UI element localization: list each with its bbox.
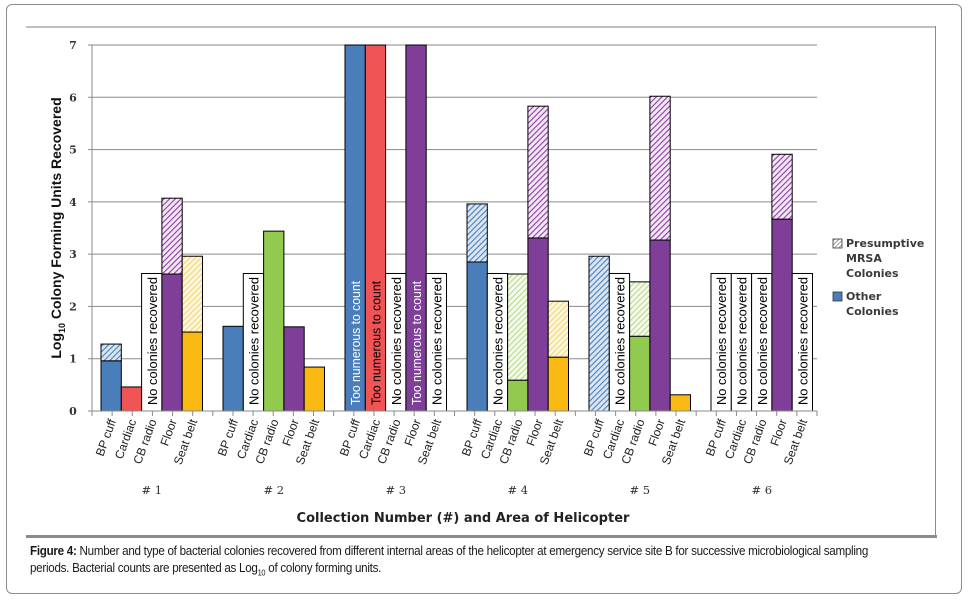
bar-annotation-no-colonies: No colonies recovered [389,277,404,405]
chart-frame-bottom-border [26,535,937,538]
group-label: # 6 [751,483,772,497]
group-label: # 4 [507,483,528,497]
legend-label-other: Other [846,290,882,303]
y-tick-label: 1 [69,353,77,366]
bar-mrsa-colonies [629,281,651,337]
bar-other-colonies [303,366,326,412]
x-category-label: Floor [645,417,668,447]
bar-annotation-no-colonies: No colonies recovered [755,277,770,405]
figure-caption: Figure 4: Number and type of bacterial c… [30,543,886,582]
bar-annotation-too-numerous: Too numerous to count [409,281,424,405]
bar-annotation-too-numerous: Too numerous to count [348,281,363,405]
bar-mrsa-colonies [507,273,529,381]
legend-swatch-hatched [832,238,843,249]
bar-annotation-no-colonies: No colonies recovered [145,277,160,405]
group-label: # 3 [385,483,406,497]
bar-other-colonies [100,360,122,412]
bar-other-colonies [507,379,529,412]
bar-other-colonies [263,230,285,412]
legend-label-other: Colonies [846,305,899,318]
group-label: # 2 [263,483,284,497]
group-label: # 1 [141,483,162,497]
y-tick-label: 3 [69,248,77,261]
bar-mrsa-colonies [466,203,488,263]
bar-other-colonies [547,356,570,412]
bar-other-colonies [466,261,488,412]
bar-other-colonies [120,386,143,412]
bar-mrsa-colonies [771,153,793,220]
bar-mrsa-colonies [588,255,610,412]
bar-mrsa-colonies [161,197,183,275]
bar-other-colonies [181,331,203,412]
bar-mrsa-colonies [100,343,122,362]
legend-swatch-solid [832,291,843,302]
y-tick-label: 5 [69,144,77,157]
bar-annotation-no-colonies: No colonies recovered [246,277,261,405]
x-axis-label: Collection Number (#) and Area of Helico… [297,511,630,526]
legend-label-mrsa: Colonies [846,267,899,280]
bar-other-colonies [527,237,549,412]
y-tick-label: 2 [69,300,77,313]
bar-other-colonies [222,325,244,412]
bar-annotation-no-colonies: No colonies recovered [795,277,810,405]
bar-other-colonies [283,326,305,412]
y-tick-label: 0 [69,405,77,418]
bar-annotation-no-colonies: No colonies recovered [490,277,505,405]
bar-annotation-no-colonies: No colonies recovered [612,277,627,405]
bar-mrsa-colonies [181,255,203,333]
y-tick-label: 6 [69,91,77,104]
y-axis-label: Log10 Colony Forming Units Recovered [48,97,67,358]
bar-mrsa-colonies [649,95,671,241]
bar-mrsa-colonies [547,300,570,358]
y-tick-label: 7 [69,39,77,52]
legend-label-mrsa: Presumptive [846,237,924,250]
bar-annotation-no-colonies: No colonies recovered [429,277,444,405]
bar-other-colonies [771,218,793,412]
caption-text: Number and type of bacterial colonies re… [30,544,869,575]
x-category-label: Floor [279,417,302,447]
bar-annotation-too-numerous: Too numerous to count [368,281,383,405]
chart-frame-right-border [935,26,936,536]
bar-other-colonies [161,273,183,412]
chart-frame-top-border [26,26,936,28]
bar-other-colonies [669,394,692,412]
x-category-label: Floor [767,417,790,447]
bar-other-colonies [629,335,651,412]
x-category-label: Floor [523,417,546,447]
x-category-label: Floor [157,417,180,447]
bar-other-colonies [649,239,671,412]
group-label: # 5 [629,483,650,497]
caption-text-end: of colony forming units. [265,561,382,575]
bar-mrsa-colonies [527,105,549,239]
legend-label-mrsa: MRSA [846,252,882,265]
figure-frame [6,4,962,594]
x-category-label: Floor [401,417,424,447]
caption-label: Figure 4: [30,544,77,558]
caption-subscript: 10 [257,568,266,578]
y-tick-label: 4 [69,196,77,209]
bar-annotation-no-colonies: No colonies recovered [714,277,729,405]
bar-annotation-no-colonies: No colonies recovered [734,277,749,405]
